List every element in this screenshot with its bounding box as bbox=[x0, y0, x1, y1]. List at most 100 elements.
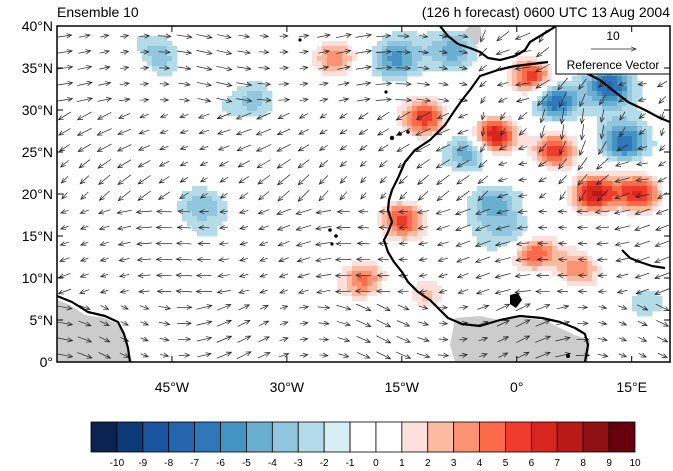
field-cell bbox=[492, 226, 498, 232]
field-cell bbox=[447, 106, 453, 112]
field-cell bbox=[502, 206, 508, 212]
wind-vector bbox=[298, 35, 309, 36]
field-cell bbox=[142, 46, 148, 52]
field-cell bbox=[452, 66, 458, 72]
wind-vector bbox=[176, 291, 193, 292]
field-cell bbox=[622, 206, 628, 212]
wind-vector bbox=[79, 305, 90, 309]
field-cell bbox=[567, 96, 573, 102]
field-cell bbox=[422, 111, 428, 117]
field-cell bbox=[517, 126, 523, 132]
field-cell bbox=[597, 281, 603, 287]
field-cell bbox=[557, 96, 563, 102]
field-cell bbox=[537, 131, 543, 137]
field-cell bbox=[597, 261, 603, 267]
field-cell bbox=[557, 226, 563, 232]
wind-vector bbox=[438, 258, 449, 261]
field-cell bbox=[472, 131, 478, 137]
field-cell bbox=[407, 111, 413, 117]
field-cell bbox=[582, 266, 588, 272]
field-cell bbox=[417, 126, 423, 132]
field-cell bbox=[452, 136, 458, 142]
field-cell bbox=[472, 226, 478, 232]
wind-vector bbox=[76, 98, 92, 102]
wind-vector bbox=[77, 352, 91, 358]
field-cell bbox=[512, 121, 518, 127]
field-cell bbox=[167, 56, 173, 62]
field-cell bbox=[627, 176, 633, 182]
wind-vector bbox=[436, 144, 451, 152]
field-cell bbox=[392, 51, 398, 57]
field-cell bbox=[422, 136, 428, 142]
field-cell bbox=[442, 131, 448, 137]
field-cell bbox=[602, 166, 608, 172]
wind-vector bbox=[336, 275, 352, 276]
field-cell bbox=[592, 271, 598, 277]
field-cell bbox=[522, 251, 528, 257]
wind-vector bbox=[481, 30, 486, 42]
field-cell bbox=[447, 141, 453, 147]
field-cell bbox=[617, 106, 623, 112]
wind-vector bbox=[259, 305, 268, 309]
field-cell bbox=[632, 191, 638, 197]
field-cell bbox=[407, 36, 413, 42]
field-cell bbox=[432, 66, 438, 72]
field-cell bbox=[552, 66, 558, 72]
field-cell bbox=[412, 51, 418, 57]
field-cell bbox=[582, 186, 588, 192]
field-cell bbox=[192, 186, 198, 192]
field-cell bbox=[382, 66, 388, 72]
wind-vector bbox=[138, 275, 151, 276]
field-cell bbox=[532, 56, 538, 62]
field-cell bbox=[567, 191, 573, 197]
field-cell bbox=[462, 166, 468, 172]
field-cell bbox=[382, 231, 388, 237]
field-cell bbox=[587, 191, 593, 197]
colorbar-swatch bbox=[582, 421, 610, 453]
field-cell bbox=[472, 191, 478, 197]
field-cell bbox=[397, 46, 403, 52]
field-cell bbox=[642, 126, 648, 132]
field-cell bbox=[527, 136, 533, 142]
wind-vector bbox=[318, 323, 329, 324]
wind-vector bbox=[260, 258, 268, 261]
field-cell bbox=[592, 211, 598, 217]
wind-vector bbox=[139, 145, 151, 150]
field-cell bbox=[397, 66, 403, 72]
field-cell bbox=[337, 51, 343, 57]
field-cell bbox=[627, 111, 633, 117]
field-cell bbox=[612, 106, 618, 112]
field-cell bbox=[242, 96, 248, 102]
field-cell bbox=[512, 136, 518, 142]
wind-vector bbox=[99, 320, 109, 325]
wind-vector bbox=[299, 67, 308, 68]
field-cell bbox=[422, 226, 428, 232]
field-cell bbox=[432, 306, 438, 312]
field-cell bbox=[607, 191, 613, 197]
field-cell bbox=[557, 131, 563, 137]
field-cell bbox=[442, 36, 448, 42]
wind-vector bbox=[119, 99, 130, 101]
field-cell bbox=[492, 241, 498, 247]
field-cell bbox=[402, 71, 408, 77]
field-cell bbox=[567, 161, 573, 167]
field-cell bbox=[637, 201, 643, 207]
field-cell bbox=[377, 56, 383, 62]
field-cell bbox=[632, 86, 638, 92]
field-cell bbox=[542, 141, 548, 147]
field-cell bbox=[377, 51, 383, 57]
field-cell bbox=[442, 106, 448, 112]
field-cell bbox=[462, 161, 468, 167]
wind-vector bbox=[159, 338, 169, 340]
field-cell bbox=[652, 306, 658, 312]
field-cell bbox=[507, 186, 513, 192]
wind-vector bbox=[496, 49, 510, 55]
wind-vector bbox=[57, 51, 72, 53]
field-cell bbox=[437, 276, 443, 282]
field-cell bbox=[567, 131, 573, 137]
wind-vector bbox=[296, 224, 312, 230]
wind-vector bbox=[396, 52, 410, 53]
field-cell bbox=[402, 76, 408, 82]
wind-vector bbox=[180, 176, 189, 182]
field-cell bbox=[577, 206, 583, 212]
